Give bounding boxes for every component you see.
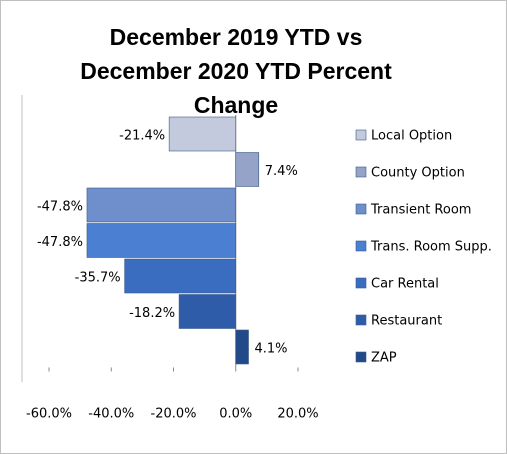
data-label: -47.8% [37,200,83,215]
bar [168,116,237,152]
data-label: -18.2% [129,306,175,321]
legend-swatch [355,277,367,289]
legend-label: Trans. Room Supp. [370,240,492,255]
x-tick-label: 20.0% [277,407,318,422]
legend-label: Restaurant [371,314,442,329]
data-label: 4.1% [255,342,288,357]
x-tick-label: -20.0% [151,407,197,422]
data-label: 7.4% [265,164,298,179]
legend-swatch [355,314,367,326]
bar [86,187,237,223]
bar [124,258,237,294]
legend-swatch [355,129,367,141]
bar [235,152,260,187]
x-tick-label: -40.0% [88,407,134,422]
legend-swatch [355,351,367,363]
bar [178,294,237,329]
legend-label: Transient Room [370,203,471,218]
bar [235,329,249,365]
legend-swatch [355,203,367,215]
chart-title: December 2019 YTD vs December 2020 YTD P… [80,24,392,118]
legend-label: ZAP [371,351,397,366]
data-label: -35.7% [75,271,121,286]
data-label: -47.8% [37,235,83,250]
legend-label: Car Rental [371,277,439,292]
x-tick-label: 0.0% [219,407,252,422]
legend-swatch [355,240,367,252]
legend-label: County Option [371,166,465,181]
data-label: -21.4% [119,129,165,144]
legend-label: Local Option [371,129,452,144]
legend-swatch [355,166,367,178]
bar [86,223,237,258]
x-tick-label: -60.0% [26,407,72,422]
